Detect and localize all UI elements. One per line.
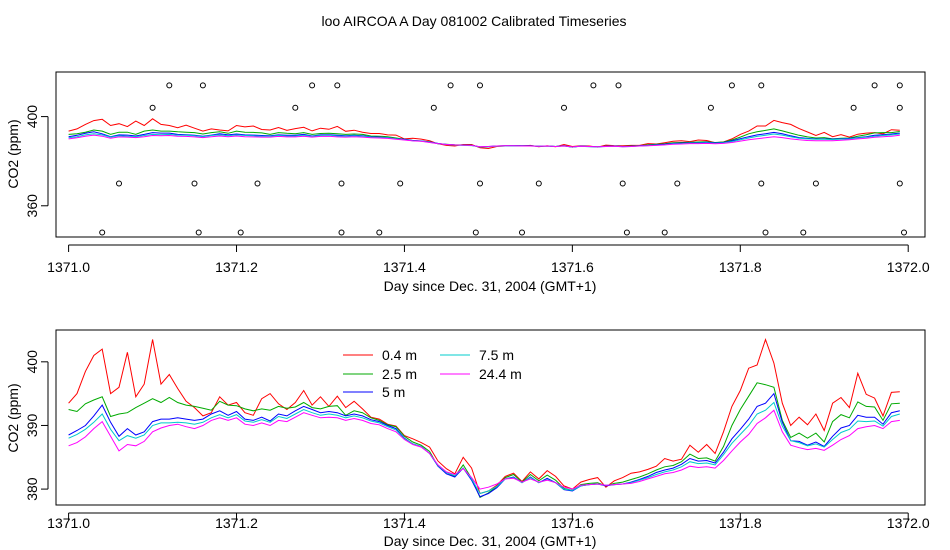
- top-marker-point: [292, 104, 299, 111]
- top-series-line-1: [68, 128, 900, 148]
- top-marker-point: [376, 229, 383, 236]
- top-marker-point: [728, 82, 735, 89]
- top-marker-point: [397, 180, 404, 187]
- bottom-y-tick-label: 380: [24, 477, 40, 501]
- top-marker-point: [338, 229, 345, 236]
- top-marker-point: [896, 180, 903, 187]
- bottom-x-tick-label: 1371.0: [47, 515, 90, 531]
- top-marker-point: [535, 180, 542, 187]
- top-marker-point: [116, 180, 122, 187]
- legend-label-4: 24.4 m: [479, 366, 522, 382]
- top-marker-point: [850, 104, 857, 111]
- top-x-tick-label: 1371.2: [215, 259, 258, 275]
- legend: 0.4 m 2.5 m 5 m 7.5 m 24.4 m: [343, 347, 522, 400]
- top-marker-point: [99, 229, 106, 236]
- top-marker-point: [758, 82, 765, 89]
- top-marker-point: [901, 229, 907, 236]
- top-marker-point: [762, 229, 769, 236]
- legend-label-1: 2.5 m: [382, 366, 417, 382]
- top-x-tick-label: 1371.4: [383, 259, 426, 275]
- top-marker-point: [896, 82, 903, 89]
- top-x-tick-label: 1371.8: [719, 259, 762, 275]
- top-y-axis-label: CO2 (ppm): [5, 119, 21, 188]
- top-marker-point: [166, 82, 173, 89]
- top-marker-point: [590, 82, 597, 89]
- bottom-series-line-4: [68, 409, 900, 490]
- top-marker-point: [338, 180, 345, 187]
- top-marker-point: [472, 229, 479, 236]
- top-marker-point: [447, 82, 454, 89]
- top-panel: 1371.0 1371.2 1371.4 1371.6 1371.8 1372.0 360…: [5, 71, 930, 294]
- top-marker-point: [149, 104, 156, 111]
- top-marker-point: [758, 180, 765, 187]
- top-marker-point: [615, 82, 622, 89]
- bottom-x-tick-label: 1372.0: [887, 515, 930, 531]
- legend-label-3: 7.5 m: [479, 347, 514, 363]
- top-y-tick-label: 400: [24, 105, 40, 129]
- top-marker-point: [619, 180, 626, 187]
- top-marker-point: [254, 180, 261, 187]
- top-marker-point: [812, 180, 819, 187]
- bottom-series-line-3: [68, 401, 900, 495]
- legend-label-2: 5 m: [382, 384, 405, 400]
- top-series-line-0: [68, 118, 900, 150]
- top-marker-point: [309, 82, 316, 89]
- top-marker-point: [477, 180, 483, 187]
- bottom-y-axis-label: CO2 (ppm): [5, 383, 21, 452]
- bottom-x-tick-label: 1371.6: [551, 515, 594, 531]
- top-marker-point: [237, 229, 244, 236]
- bottom-y-tick-label: 400: [24, 350, 40, 374]
- top-marker-point: [199, 82, 206, 89]
- top-x-tick-label: 1371.0: [47, 259, 90, 275]
- bottom-x-tick-label: 1371.4: [383, 515, 426, 531]
- bottom-panel: 1371.0 1371.2 1371.4 1371.6 1371.8 1372.0 380…: [5, 329, 930, 549]
- top-marker-point: [800, 229, 807, 236]
- figure-title: loo AIRCOA A Day 081002 Calibrated Times…: [321, 13, 626, 29]
- top-marker-point: [661, 229, 668, 236]
- top-marker-point: [871, 82, 878, 89]
- bottom-y-tick-label: 390: [24, 414, 40, 438]
- bottom-series-line-1: [68, 382, 900, 499]
- top-marker-point: [477, 82, 483, 89]
- top-marker-point: [707, 104, 714, 111]
- top-marker-point: [519, 229, 525, 236]
- bottom-x-tick-label: 1371.2: [215, 515, 258, 531]
- top-marker-point: [334, 82, 341, 89]
- top-series-line-4: [68, 134, 900, 148]
- top-marker-point: [674, 180, 681, 187]
- top-marker-point: [561, 104, 567, 111]
- top-x-tick-label: 1372.0: [887, 259, 930, 275]
- top-x-axis-label: Day since Dec. 31, 2004 (GMT+1): [384, 278, 597, 294]
- bottom-plot-frame: [55, 329, 926, 506]
- top-marker-point: [430, 104, 437, 111]
- bottom-x-axis-label: Day since Dec. 31, 2004 (GMT+1): [384, 533, 597, 549]
- bottom-x-tick-label: 1371.8: [719, 515, 762, 531]
- top-marker-point: [623, 229, 630, 236]
- top-series-line-3: [68, 133, 900, 148]
- top-plot-frame: [55, 71, 926, 238]
- top-marker-point: [896, 104, 903, 111]
- top-marker-point: [195, 229, 202, 236]
- top-x-tick-label: 1371.6: [551, 259, 594, 275]
- top-y-tick-label: 360: [24, 194, 40, 218]
- top-marker-point: [191, 180, 198, 187]
- bottom-series-line-2: [68, 392, 900, 498]
- legend-label-0: 0.4 m: [382, 347, 417, 363]
